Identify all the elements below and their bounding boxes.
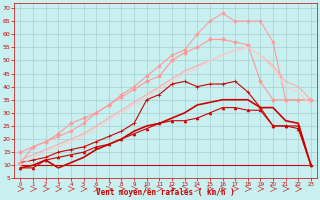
X-axis label: Vent moyen/en rafales ( km/h ): Vent moyen/en rafales ( km/h ) xyxy=(96,188,235,197)
